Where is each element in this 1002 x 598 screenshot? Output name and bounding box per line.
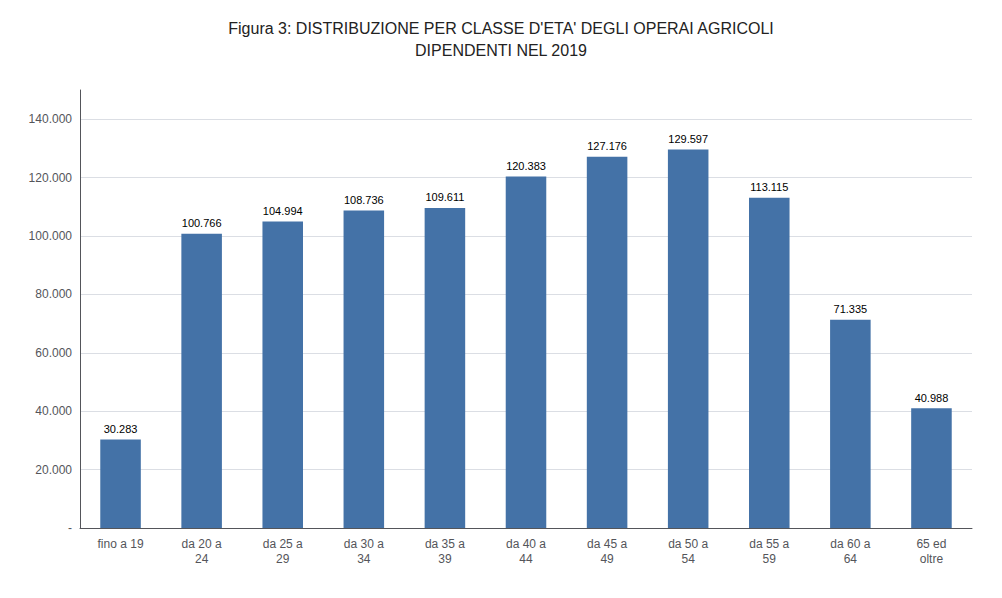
svg-text:65 ed: 65 ed [916,537,946,551]
svg-text:da 50 a: da 50 a [668,537,708,551]
svg-text:24: 24 [195,552,209,566]
svg-text:64: 64 [844,552,858,566]
svg-text:da 55 a: da 55 a [749,537,789,551]
svg-text:113.115: 113.115 [750,181,788,193]
svg-text:20.000: 20.000 [35,463,72,477]
svg-text:44: 44 [519,552,533,566]
svg-text:da 25 a: da 25 a [263,537,303,551]
svg-text:da 35 a: da 35 a [425,537,465,551]
svg-text:120.383: 120.383 [506,160,546,172]
svg-text:71.335: 71.335 [834,303,868,315]
svg-text:40.988: 40.988 [915,392,949,404]
svg-text:30.283: 30.283 [104,423,138,435]
svg-text:109.611: 109.611 [425,191,464,203]
svg-text:fino a 19: fino a 19 [98,537,144,551]
svg-text:140.000: 140.000 [29,112,73,126]
svg-text:108.736: 108.736 [344,194,384,206]
svg-text:da 30 a: da 30 a [344,537,384,551]
svg-text:-: - [68,521,72,535]
svg-text:59: 59 [763,552,777,566]
svg-text:da 20 a: da 20 a [182,537,222,551]
svg-text:120.000: 120.000 [29,171,73,185]
svg-text:da 60 a: da 60 a [830,537,870,551]
svg-text:129.597: 129.597 [668,133,708,145]
svg-text:da 45 a: da 45 a [587,537,627,551]
svg-text:54: 54 [682,552,696,566]
svg-text:127.176: 127.176 [587,140,627,152]
svg-text:60.000: 60.000 [35,346,72,360]
svg-text:oltre: oltre [920,552,944,566]
svg-text:49: 49 [600,552,614,566]
svg-text:39: 39 [438,552,452,566]
svg-text:104.994: 104.994 [263,205,303,217]
svg-text:100.000: 100.000 [29,229,73,243]
svg-text:Figura 3: DISTRIBUZIONE PER CL: Figura 3: DISTRIBUZIONE PER CLASSE D'ETA… [228,20,774,37]
svg-text:DIPENDENTI NEL 2019: DIPENDENTI NEL 2019 [415,42,587,59]
svg-text:100.766: 100.766 [182,217,222,229]
svg-text:34: 34 [357,552,371,566]
svg-text:80.000: 80.000 [35,287,72,301]
svg-text:40.000: 40.000 [35,404,72,418]
svg-text:da 40 a: da 40 a [506,537,546,551]
svg-text:29: 29 [276,552,290,566]
